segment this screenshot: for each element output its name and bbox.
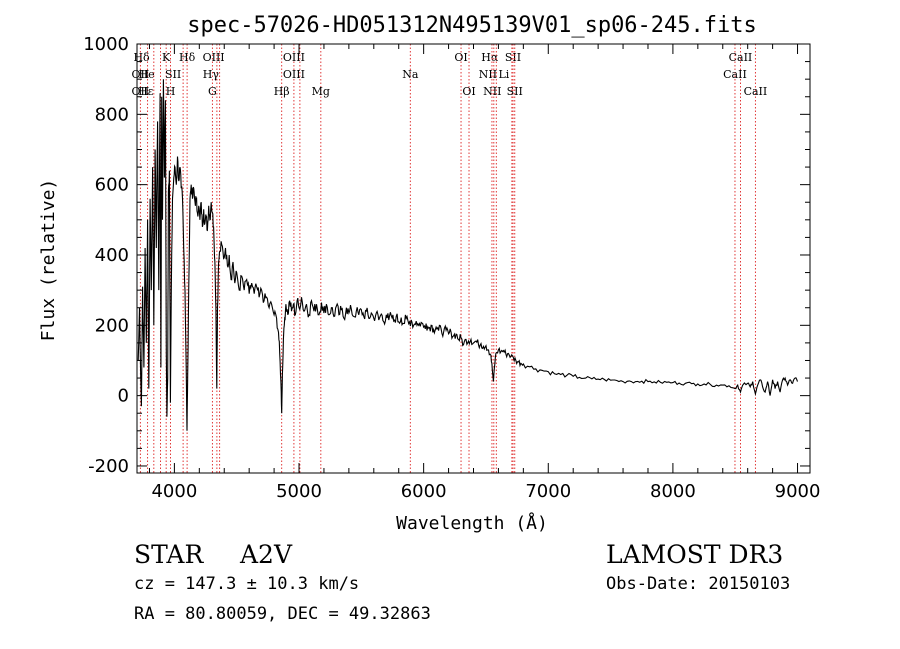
object-type: STAR xyxy=(134,540,204,569)
y-tick-label: 400 xyxy=(95,245,129,266)
x-tick-label: 5000 xyxy=(276,481,322,502)
line-label-14: Na xyxy=(402,68,419,81)
y-tick-label: -200 xyxy=(88,456,129,477)
y-tick-label: 600 xyxy=(95,175,129,196)
spectrum-series-line xyxy=(137,79,799,431)
plot-frame xyxy=(136,43,811,474)
y-tick-label: 800 xyxy=(95,104,129,125)
line-label-19: Hε xyxy=(138,85,154,98)
line-label-4: OIII xyxy=(283,51,305,64)
line-label-3: OIII xyxy=(203,51,225,64)
line-label-5: OI xyxy=(454,51,467,64)
line-label-22: Hβ xyxy=(274,85,290,98)
line-label-9: OII xyxy=(132,68,150,81)
y-tick-label: 1000 xyxy=(83,34,129,55)
line-label-6: Hα xyxy=(481,51,499,64)
line-label-7: SII xyxy=(505,51,521,64)
line-label-2: Hδ xyxy=(179,51,196,64)
x-tick-label: 6000 xyxy=(401,481,447,502)
line-label-11: SII xyxy=(165,68,181,81)
y-tick-label: 200 xyxy=(95,315,129,336)
x-tick-label: 8000 xyxy=(650,481,696,502)
line-label-12: Hγ xyxy=(203,68,220,81)
redshift-velocity: cz = 147.3 ± 10.3 km/s xyxy=(134,574,360,594)
line-label-16: Li xyxy=(498,68,509,81)
line-label-10: He xyxy=(139,68,155,81)
line-label-18: OII xyxy=(132,85,150,98)
observation-date: Obs-Date: 20150103 xyxy=(606,574,791,594)
line-label-25: NII xyxy=(483,85,501,98)
line-label-26: SII xyxy=(507,85,523,98)
x-tick-label: 9000 xyxy=(775,481,821,502)
survey-name: LAMOST DR3 xyxy=(606,540,784,569)
line-label-24: OI xyxy=(462,85,475,98)
axes: 4000 5000 6000 7000 8000 9000 -200 0 200 400 600 80… xyxy=(83,34,820,502)
line-label-15: NII xyxy=(479,68,497,81)
spectral-subclass: A2V xyxy=(240,540,293,569)
line-label-23: Mg xyxy=(312,85,330,98)
x-tick-label: 7000 xyxy=(525,481,571,502)
line-label-27: CaII xyxy=(744,85,768,98)
line-label-20: H xyxy=(166,85,176,98)
x-axis-label: Wavelength (Å) xyxy=(396,512,548,534)
spectrum-chart: spec-57026-HD051312N495139V01_sp06-245.f… xyxy=(38,13,820,534)
line-label-13: OIII xyxy=(283,68,305,81)
y-tick-label: 0 xyxy=(118,386,129,407)
line-label-21: G xyxy=(208,85,217,98)
x-tick-label: 4000 xyxy=(151,481,197,502)
y-axis-label: Flux (relative) xyxy=(38,179,59,342)
line-label-0: Hδ xyxy=(133,51,150,64)
line-label-1: K xyxy=(162,51,171,64)
line-label-17: CaII xyxy=(723,68,747,81)
line-label-8: CaII xyxy=(729,51,753,64)
chart-title: spec-57026-HD051312N495139V01_sp06-245.f… xyxy=(187,13,757,38)
coordinates: RA = 80.80059, DEC = 49.32863 xyxy=(134,604,431,624)
